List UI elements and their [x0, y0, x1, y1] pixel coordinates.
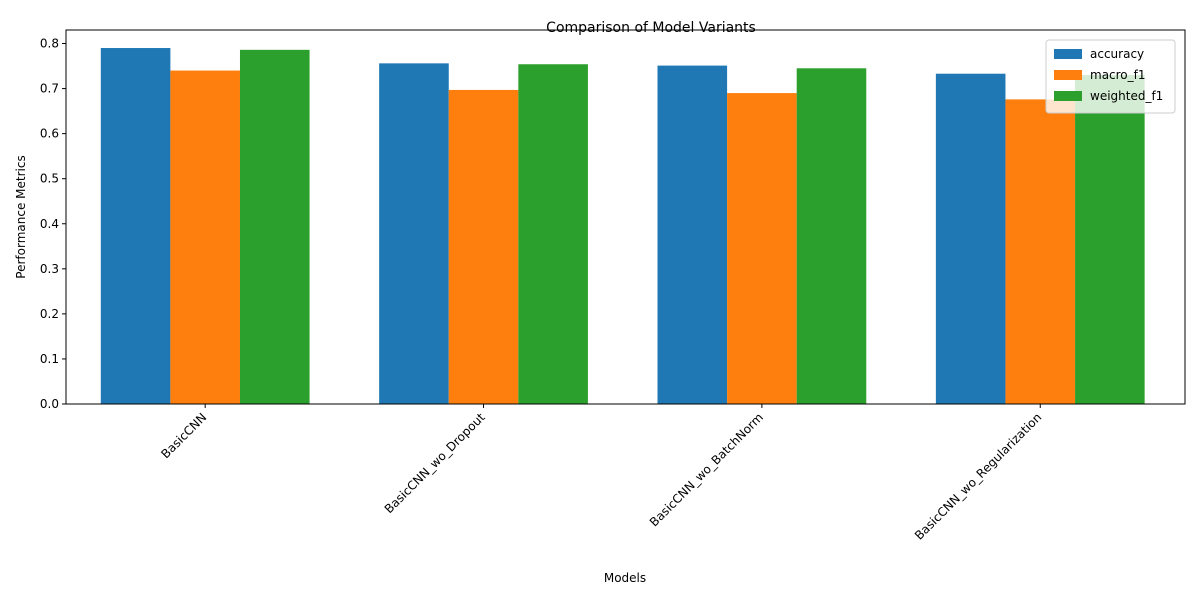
legend-label-accuracy: accuracy [1090, 47, 1144, 61]
bar-accuracy-BasicCNN_wo_BatchNorm [657, 65, 728, 404]
x-axis-title: Models [604, 571, 646, 585]
legend: accuracy macro_f1 weighted_f1 [1045, 39, 1176, 114]
bar-accuracy-BasicCNN_wo_Regularization [935, 73, 1006, 404]
y-tick-label: 0.4 [40, 217, 59, 231]
bar-macro_f1-BasicCNN_wo_Regularization [1005, 99, 1076, 405]
x-tick-label: BasicCNN_wo_BatchNorm [647, 410, 766, 529]
x-tick-label: BasicCNN_wo_Regularization [912, 410, 1044, 542]
plot-frame [65, 29, 1186, 405]
x-tick-label: BasicCNN_wo_Dropout [382, 410, 488, 516]
y-tick-label: 0.2 [40, 307, 59, 321]
y-axis-title: Performance Metrics [14, 155, 28, 278]
bar-weighted_f1-BasicCNN_wo_BatchNorm [796, 68, 867, 404]
y-tick-label: 0.3 [40, 262, 59, 276]
bar-macro_f1-BasicCNN [170, 70, 240, 405]
bar-macro_f1-BasicCNN_wo_BatchNorm [727, 93, 797, 404]
legend-label-weighted_f1: weighted_f1 [1090, 89, 1163, 103]
legend-label-macro_f1: macro_f1 [1090, 68, 1146, 82]
bar-accuracy-BasicCNN_wo_Dropout [379, 63, 449, 405]
legend-swatch-macro_f1 [1054, 70, 1082, 80]
legend-swatch-weighted_f1 [1054, 91, 1082, 101]
x-axis: BasicCNN BasicCNN_wo_Dropout BasicCNN_wo_B… [158, 404, 1044, 543]
bar-weighted_f1-BasicCNN_wo_Regularization [1075, 75, 1145, 404]
x-tick-label: BasicCNN [158, 410, 209, 461]
legend-swatch-accuracy [1054, 49, 1082, 59]
bar-weighted_f1-BasicCNN_wo_Dropout [518, 64, 588, 404]
y-tick-label: 0.1 [40, 352, 59, 366]
y-tick-label: 0.6 [40, 127, 59, 141]
y-tick-label: 0.8 [40, 37, 59, 51]
chart-title: Comparison of Model Variants [546, 20, 756, 36]
y-axis: 0.0 0.1 0.2 0.3 0.4 0.5 0.6 0.7 0.8 [40, 37, 66, 411]
bar-weighted_f1-BasicCNN [239, 49, 310, 404]
y-tick-label: 0.7 [40, 82, 59, 96]
bar-accuracy-BasicCNN [100, 48, 171, 404]
bars-group [100, 48, 1145, 405]
y-tick-label: 0.5 [40, 172, 59, 186]
bar-macro_f1-BasicCNN_wo_Dropout [448, 89, 519, 405]
y-tick-label: 0.0 [40, 397, 59, 411]
